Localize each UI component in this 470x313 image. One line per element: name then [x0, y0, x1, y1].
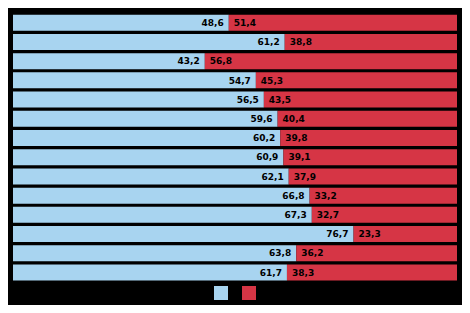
svg-text:56,8: 56,8 — [210, 56, 232, 66]
svg-text:61,7: 61,7 — [260, 268, 282, 278]
svg-text:67,3: 67,3 — [285, 210, 307, 220]
svg-text:56,5: 56,5 — [237, 95, 259, 105]
svg-text:62,1: 62,1 — [262, 172, 284, 182]
svg-text:45,3: 45,3 — [261, 76, 283, 86]
svg-text:37,9: 37,9 — [294, 172, 316, 182]
svg-text:66,8: 66,8 — [282, 191, 304, 201]
svg-text:61,2: 61,2 — [258, 37, 280, 47]
svg-text:43,2: 43,2 — [178, 56, 200, 66]
svg-text:60,9: 60,9 — [256, 152, 278, 162]
svg-text:32,7: 32,7 — [317, 210, 339, 220]
svg-text:54,7: 54,7 — [229, 76, 251, 86]
svg-text:51,4: 51,4 — [234, 18, 256, 28]
svg-text:33,2: 33,2 — [315, 191, 337, 201]
svg-text:59,6: 59,6 — [250, 114, 272, 124]
svg-text:63,8: 63,8 — [269, 248, 291, 258]
svg-text:60,2: 60,2 — [253, 133, 275, 143]
svg-text:76,7: 76,7 — [326, 229, 348, 239]
svg-text:38,3: 38,3 — [292, 268, 314, 278]
svg-text:38,8: 38,8 — [290, 37, 312, 47]
svg-text:36,2: 36,2 — [301, 248, 323, 258]
svg-text:39,1: 39,1 — [288, 152, 310, 162]
svg-text:43,5: 43,5 — [269, 95, 291, 105]
svg-text:23,3: 23,3 — [359, 229, 381, 239]
svg-text:48,6: 48,6 — [202, 18, 224, 28]
svg-text:39,8: 39,8 — [285, 133, 307, 143]
svg-text:40,4: 40,4 — [283, 114, 305, 124]
